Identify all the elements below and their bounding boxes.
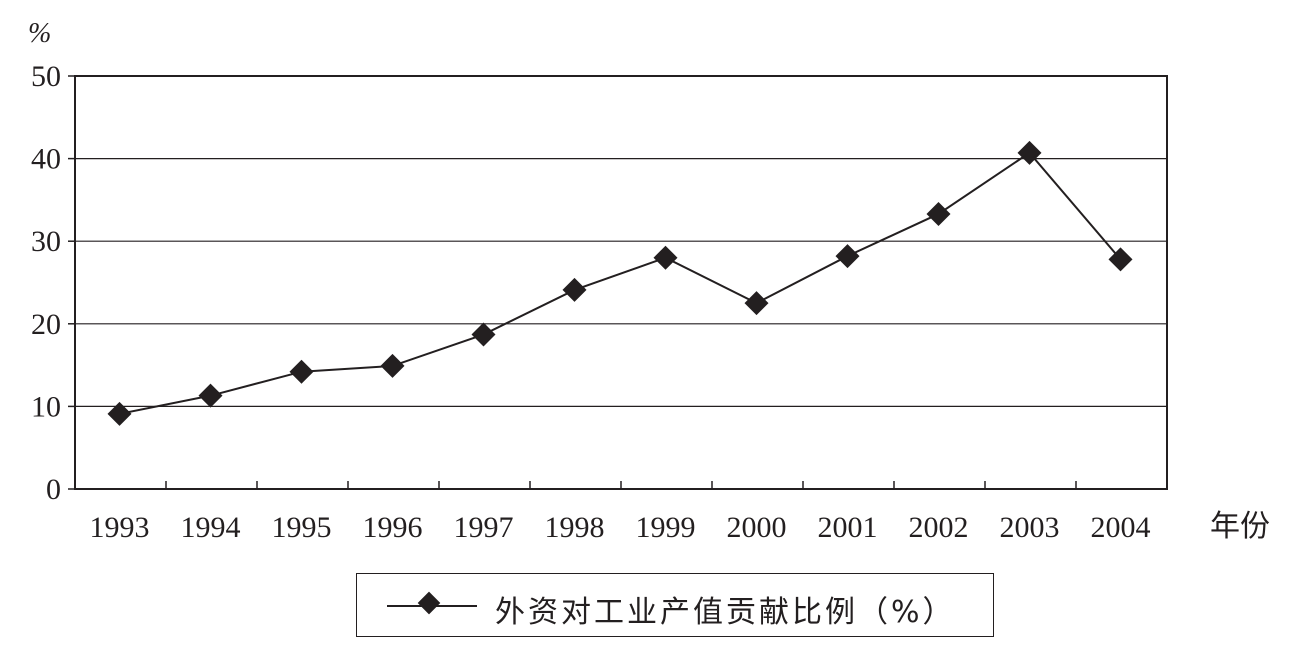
series-line [119, 151, 1122, 415]
y-tick-label: 30 [31, 225, 61, 258]
data-point-marker [198, 383, 223, 408]
y-tick-label: 50 [31, 60, 61, 93]
series-layer [107, 140, 1133, 426]
x-tick-label: 1993 [90, 511, 150, 544]
x-axis: 1993 1994 1995 1996 1997 1998 1999 2000 2001 2002… [90, 481, 1151, 544]
x-tick-label: 2002 [909, 511, 969, 544]
y-tick-label: 10 [31, 390, 61, 423]
x-tick-label: 1999 [636, 511, 696, 544]
x-tick-label: 2004 [1091, 511, 1151, 544]
data-point-marker [1108, 247, 1133, 272]
legend-label: 外资对工业产值贡献比例（%） [495, 595, 956, 630]
x-tick-label: 2000 [727, 511, 787, 544]
data-point-marker [107, 401, 132, 426]
plot-area [74, 75, 1168, 490]
data-point-marker [926, 201, 951, 226]
x-tick-label: 1994 [181, 511, 241, 544]
x-tick-label: 1997 [454, 511, 514, 544]
x-tick-label: 2001 [818, 511, 878, 544]
data-point-marker [380, 353, 405, 378]
data-point-marker [835, 244, 860, 269]
gridlines [75, 158, 1167, 407]
legend: 外资对工业产值贡献比例（%） [356, 573, 994, 637]
x-tick-label: 1996 [363, 511, 423, 544]
data-point-marker [471, 322, 496, 347]
y-tick-label: 20 [31, 308, 61, 341]
x-tick-label: 1998 [545, 511, 605, 544]
data-point-marker [653, 245, 678, 270]
legend-diamond-marker-icon [417, 591, 441, 615]
x-tick-label: 1995 [272, 511, 332, 544]
data-point-marker [289, 359, 314, 384]
x-tick-label: 2003 [1000, 511, 1060, 544]
data-point-marker [1017, 140, 1042, 165]
y-axis: 0 10 20 30 40 50 [31, 60, 75, 506]
data-point-marker [744, 291, 769, 316]
x-axis-unit-label: 年份 [1210, 509, 1270, 544]
data-point-marker [562, 277, 587, 302]
y-tick-label: 0 [46, 473, 61, 506]
y-axis-unit-label: % [28, 18, 51, 49]
y-tick-label: 40 [31, 143, 61, 176]
